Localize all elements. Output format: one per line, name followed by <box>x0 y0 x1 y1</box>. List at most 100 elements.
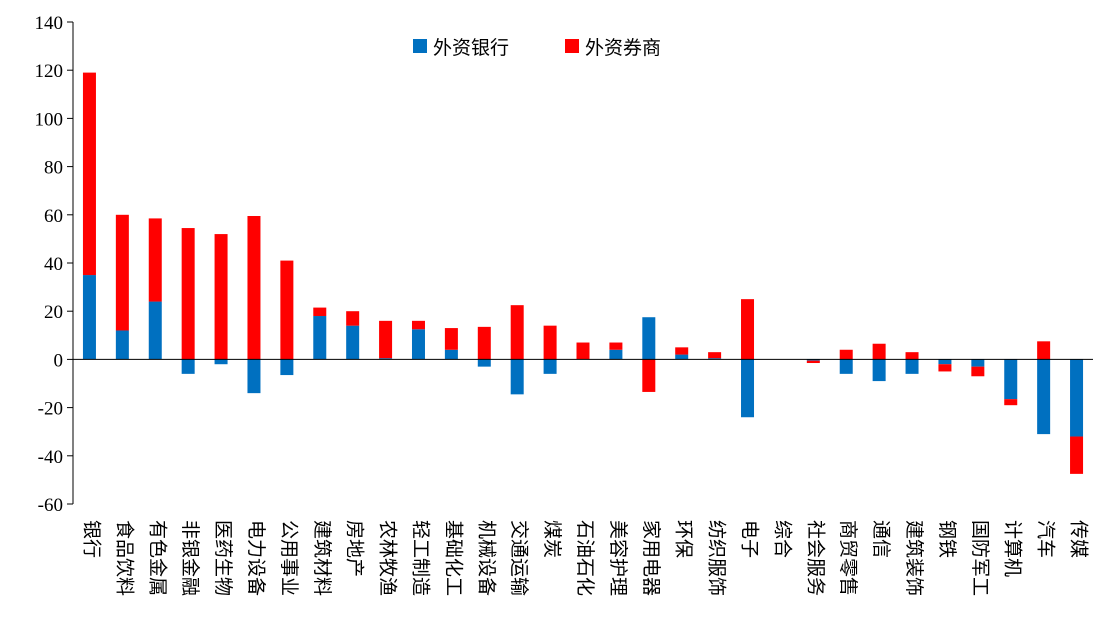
bar-foreign-bank <box>938 359 952 365</box>
x-category-label: 有色金属 <box>146 520 168 596</box>
bar-foreign-bank <box>609 349 623 360</box>
bar-foreign-bank <box>411 329 425 360</box>
x-category-label: 交通运输 <box>508 520 530 596</box>
bar-foreign-broker <box>510 305 524 360</box>
bar-foreign-bank <box>510 359 524 395</box>
bar-foreign-bank <box>313 316 327 360</box>
x-category-label: 电力设备 <box>245 520 267 596</box>
bar-foreign-broker <box>247 216 261 360</box>
x-category-label: 石油石化 <box>574 520 596 596</box>
bar-foreign-bank <box>346 325 360 360</box>
x-category-label: 钢铁 <box>936 520 958 558</box>
axes: -60 -40 -20 0 20 40 60 80 100 120 140 银行 食品饮料 有色金属 非银金… <box>35 13 1090 596</box>
bar-foreign-broker <box>148 218 162 302</box>
x-category-label: 社会服务 <box>804 520 826 596</box>
x-category-label: 电子 <box>739 520 761 558</box>
legend: 外资银行 外资券商 <box>413 37 661 59</box>
bar-foreign-bank <box>444 349 458 360</box>
y-tick-label: 80 <box>44 158 63 179</box>
bar-foreign-broker <box>576 342 590 360</box>
bars <box>82 72 1084 474</box>
x-category-label: 家用电器 <box>640 520 662 596</box>
bar-foreign-bank <box>181 359 195 374</box>
bar-foreign-broker <box>609 342 623 350</box>
bar-foreign-bank <box>806 359 820 361</box>
bar-foreign-broker <box>313 307 327 317</box>
x-category-label: 建筑材料 <box>311 520 333 596</box>
bar-foreign-bank <box>1070 359 1084 437</box>
bar-foreign-broker <box>379 320 393 359</box>
x-category-label: 农林牧渔 <box>377 520 399 596</box>
bar-foreign-bank <box>214 359 228 365</box>
x-category-label: 传媒 <box>1068 520 1090 558</box>
y-tick-label: 120 <box>35 61 64 82</box>
y-tick-label: 60 <box>44 206 63 227</box>
bar-foreign-bank <box>82 275 96 360</box>
x-category-label: 环保 <box>673 520 695 558</box>
x-category-label: 医药生物 <box>212 520 234 596</box>
x-category-label: 公用事业 <box>278 520 300 596</box>
bar-foreign-bank <box>675 354 689 360</box>
x-category-label: 银行 <box>80 520 102 558</box>
x-category-label: 计算机 <box>1002 520 1024 577</box>
bar-foreign-bank <box>741 359 755 418</box>
bar-foreign-bank <box>477 359 491 367</box>
x-category-label: 食品饮料 <box>113 520 135 596</box>
bar-foreign-broker <box>642 359 656 392</box>
bar-foreign-broker <box>280 260 294 360</box>
x-category-label: 房地产 <box>344 520 366 577</box>
bar-foreign-broker <box>675 347 689 355</box>
x-category-label: 商贸零售 <box>837 520 859 596</box>
y-tick-label: 40 <box>44 254 63 275</box>
bar-foreign-broker <box>346 311 360 326</box>
bar-foreign-bank <box>280 359 294 376</box>
y-tick-label: 20 <box>44 302 63 323</box>
bar-foreign-broker <box>82 72 96 276</box>
legend-label: 外资券商 <box>585 37 661 59</box>
bar-foreign-broker <box>477 326 491 360</box>
bar-foreign-bank <box>1037 359 1051 435</box>
x-category-label: 通信 <box>870 520 892 558</box>
bar-foreign-bank <box>839 359 853 374</box>
bar-foreign-broker <box>181 228 195 360</box>
bar-foreign-broker <box>214 234 228 360</box>
bar-foreign-bank <box>148 301 162 360</box>
bar-foreign-broker <box>872 343 886 360</box>
bar-foreign-broker <box>411 320 425 330</box>
bar-foreign-broker <box>905 352 919 360</box>
y-tick-label: 0 <box>54 350 64 371</box>
bar-foreign-broker <box>1037 341 1051 360</box>
x-category-label: 煤炭 <box>541 520 563 558</box>
y-tick-label: -60 <box>38 495 63 516</box>
x-category-label: 综合 <box>771 520 793 558</box>
bar-foreign-bank <box>708 358 722 360</box>
x-category-label: 基础化工 <box>442 520 464 596</box>
bar-foreign-broker <box>543 325 557 360</box>
legend-label: 外资银行 <box>433 37 509 59</box>
bar-foreign-bank <box>971 359 985 367</box>
bar-foreign-broker <box>938 364 952 372</box>
bar-foreign-broker <box>1004 399 1018 406</box>
y-tick-label: -20 <box>38 399 63 420</box>
x-category-label: 纺织服饰 <box>706 520 728 596</box>
x-category-label: 建筑装饰 <box>903 520 925 596</box>
x-category-label: 美容护理 <box>607 520 629 596</box>
bar-foreign-broker <box>1070 436 1084 474</box>
bar-foreign-broker <box>839 349 853 360</box>
bar-foreign-bank <box>1004 359 1018 400</box>
bar-foreign-bank <box>379 358 393 360</box>
bar-foreign-broker <box>971 366 985 377</box>
x-category-label: 非银金融 <box>179 520 201 596</box>
bar-foreign-bank <box>543 359 557 374</box>
bar-foreign-bank <box>642 317 656 360</box>
legend-swatch <box>413 39 427 53</box>
bar-foreign-bank <box>115 330 129 360</box>
bar-foreign-broker <box>741 299 755 360</box>
x-category-label: 机械设备 <box>475 520 497 596</box>
bar-foreign-broker <box>806 360 820 364</box>
legend-swatch <box>565 39 579 53</box>
bar-foreign-bank <box>872 359 886 382</box>
bar-foreign-bank <box>905 359 919 374</box>
